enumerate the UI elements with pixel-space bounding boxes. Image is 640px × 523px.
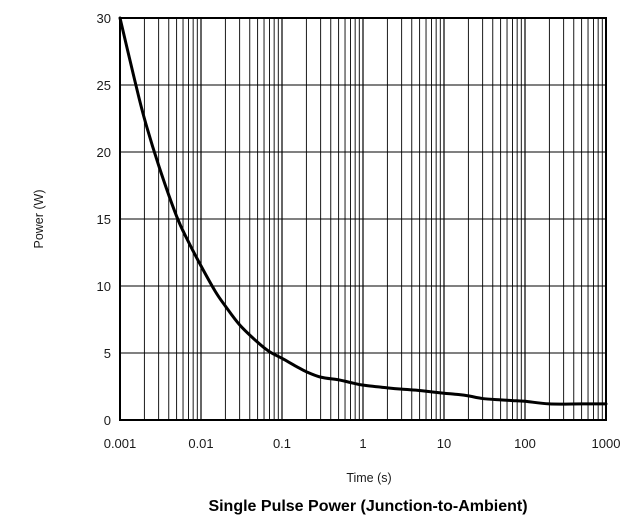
x-tick-label: 10 (437, 436, 451, 451)
y-axis-label: Power (W) (32, 189, 46, 248)
x-tick-labels: 0.001 0.01 0.1 1 10 100 1000 (104, 436, 621, 451)
y-tick-label: 20 (97, 145, 111, 160)
power-curve-line (118, 16, 608, 406)
y-tick-label: 5 (104, 346, 111, 361)
x-tick-label: 0.1 (273, 436, 291, 451)
x-tick-label: 0.01 (188, 436, 213, 451)
y-tick-label: 10 (97, 279, 111, 294)
y-tick-label: 30 (97, 11, 111, 26)
chart-title: Single Pulse Power (Junction-to-Ambient) (208, 498, 527, 515)
series-layer (118, 16, 608, 406)
grid (119, 17, 606, 421)
plot-area-frame (119, 17, 607, 421)
x-tick-label: 0.001 (104, 436, 137, 451)
y-tick-label: 0 (104, 413, 111, 428)
x-tick-label: 100 (514, 436, 536, 451)
x-tick-label: 1000 (592, 436, 621, 451)
x-axis-label: Time (s) (346, 471, 391, 485)
y-tick-label: 25 (97, 78, 111, 93)
y-tick-label: 15 (97, 212, 111, 227)
y-tick-labels: 0 5 10 15 20 25 30 (97, 11, 111, 428)
x-tick-label: 1 (359, 436, 366, 451)
